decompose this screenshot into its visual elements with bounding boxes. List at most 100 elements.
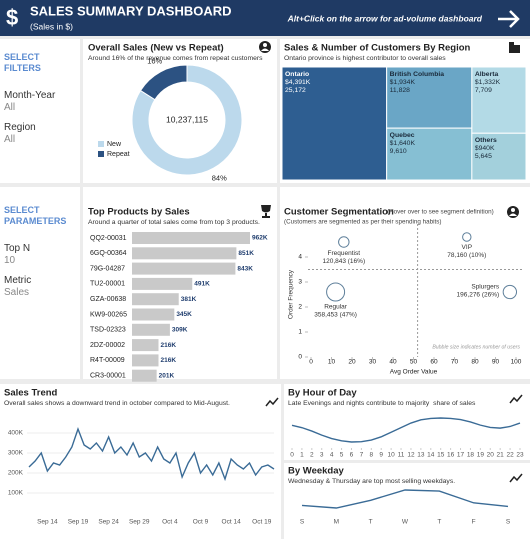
x-tick-label: 14 (427, 452, 435, 459)
bubble (326, 282, 346, 302)
trend-icon (265, 397, 279, 407)
parameter-value[interactable]: Sales (4, 287, 30, 298)
x-tick-label: 16 (447, 452, 455, 459)
parameter-label: Metric (4, 275, 32, 286)
x-tick-label: 40 (389, 359, 397, 366)
bar (132, 262, 236, 275)
header-icon: $ (6, 5, 18, 30)
bubble (338, 236, 350, 248)
treemap-cell (471, 66, 527, 134)
chart-subtitle: Overall sales shows a downward trend in … (4, 400, 230, 407)
chart-subtitle: Wednesday & Thursday are top most sellin… (288, 478, 455, 485)
x-tick-label: 15 (437, 452, 445, 459)
x-tick-label: 23 (516, 452, 524, 459)
x-tick-label: 1 (300, 452, 304, 459)
cell-customers: 11,828 (390, 87, 411, 94)
line (301, 489, 509, 509)
filter-panel: SELECT FILTERS Month-Year All Region All (4, 52, 76, 146)
x-tick-label: 13 (417, 452, 425, 459)
x-tick-label: 2 (310, 452, 314, 459)
x-tick-label: F (472, 519, 476, 526)
panel (284, 384, 530, 460)
legend-swatch (98, 141, 104, 147)
bar (132, 247, 237, 260)
x-tick-label: S (506, 519, 511, 526)
filter-title: SELECT FILTERS (4, 52, 41, 73)
chart-title: By Hour of Day (288, 388, 357, 399)
x-tick-label: 70 (451, 359, 459, 366)
legend-label: New (107, 141, 122, 148)
bar (132, 232, 250, 244)
header-subtitle: (Sales in $) (30, 21, 73, 31)
bubble-label: 358,453 (47%) (314, 312, 357, 319)
cell-value: $1,332K (475, 79, 501, 86)
y-tick-label: R4T-00009 (90, 357, 125, 364)
x-tick-label: 0 (290, 452, 294, 459)
arrow-button[interactable] (498, 10, 520, 28)
x-tick-label: 0 (309, 359, 313, 366)
treemap-cell (386, 127, 473, 181)
x-tick-label: 10 (388, 452, 396, 459)
bar (132, 277, 193, 290)
x-tick-label: Oct 9 (193, 519, 209, 526)
x-tick-label: 20 (348, 359, 356, 366)
y-tick-label: 1 (298, 329, 302, 336)
chart-title: Sales Trend (4, 388, 58, 399)
y-tick-label: 4 (298, 254, 302, 261)
x-tick-label: 5 (340, 452, 344, 459)
x-tick-label: T (369, 519, 373, 526)
x-tick-label: 30 (369, 359, 377, 366)
treemap-cell (386, 66, 473, 129)
chart-title: By Weekday (288, 466, 345, 477)
x-tick-label: 12 (407, 452, 415, 459)
bubble-name: Regular (324, 304, 348, 311)
cell-name: Others (475, 137, 497, 144)
filter-value[interactable]: All (4, 102, 16, 113)
y-tick-label: 400K (8, 430, 24, 437)
header-note: Alt+Click on the arrow for ad-volume das… (287, 13, 483, 23)
filter-value[interactable]: All (4, 134, 16, 145)
bubble-name: Splurgers (471, 284, 500, 291)
x-tick-label: 90 (492, 359, 500, 366)
bar (132, 354, 159, 367)
value-label: 216K (160, 357, 176, 364)
cell-name: Alberta (475, 71, 499, 78)
x-tick-label: 3 (320, 452, 324, 459)
center-label: 10,237,115 (166, 114, 208, 124)
chart-subtitle: Late Evenings and nights contribute to m… (288, 400, 476, 407)
x-tick-label: 22 (506, 452, 514, 459)
legend-label: Repeat (107, 151, 130, 158)
filter-label: Month-Year (4, 90, 56, 101)
panel (0, 384, 281, 539)
y-tick-label: TU2-00001 (90, 281, 125, 288)
parameter-label: Top N (4, 243, 31, 254)
bar (132, 323, 170, 336)
donut-slice (131, 64, 243, 176)
chart-title: Overall Sales (New vs Repeat) (88, 43, 224, 54)
filter-label: Region (4, 122, 36, 133)
x-axis-label: Avg Order Value (390, 369, 438, 376)
value-label: 962K (252, 235, 268, 242)
cell-name: British Columbia (390, 71, 445, 78)
bubble (462, 232, 472, 242)
x-tick-label: 80 (471, 359, 479, 366)
y-tick-label: 79G-04287 (90, 265, 125, 272)
x-tick-label: 8 (369, 452, 373, 459)
slice-label: 16% (147, 56, 162, 65)
x-tick-label: 4 (330, 452, 334, 459)
trend-icon (509, 473, 523, 483)
line (28, 426, 275, 482)
bar (132, 308, 175, 321)
cell-name: Ontario (285, 71, 309, 78)
person-icon (507, 206, 519, 218)
parameter-value[interactable]: 10 (4, 255, 16, 266)
trophy-icon (261, 205, 271, 218)
chart-title: Customer Segmentation (284, 207, 394, 218)
y-tick-label: 3 (298, 279, 302, 286)
treemap-cell (471, 132, 527, 181)
x-tick-label: 100 (511, 359, 522, 366)
chart-subtitle: Ontario province is highest contributor … (284, 55, 446, 62)
value-label: 851K (238, 250, 254, 257)
panel (280, 187, 530, 379)
y-tick-label: CR3-00001 (90, 373, 126, 380)
